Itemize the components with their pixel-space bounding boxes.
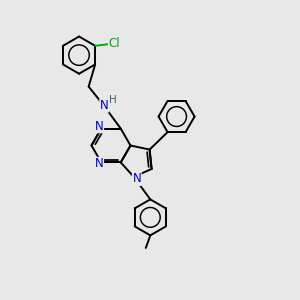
Text: Cl: Cl bbox=[109, 37, 121, 50]
Text: N: N bbox=[100, 99, 109, 112]
Text: N: N bbox=[95, 120, 103, 133]
Text: N: N bbox=[132, 172, 141, 185]
Text: H: H bbox=[109, 94, 116, 104]
Text: N: N bbox=[95, 158, 103, 170]
